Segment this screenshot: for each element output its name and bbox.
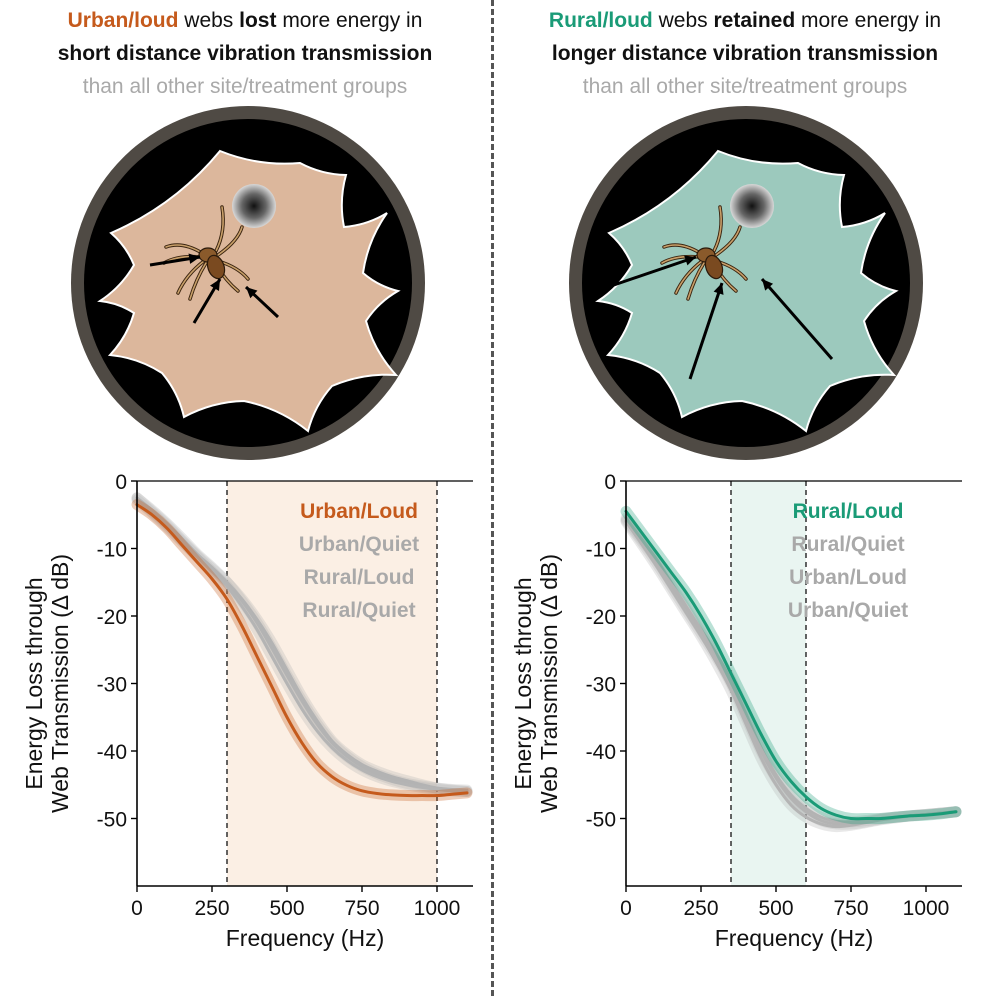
series-rural-quiet-line	[135, 498, 469, 793]
urban-group-label: Urban/loud	[67, 9, 179, 32]
highlight-band	[731, 481, 806, 886]
rural-caption-line-1: Rural/loud webs retained more energy in	[500, 4, 990, 37]
y-tick-label: -50	[97, 809, 127, 832]
x-tick-label: 0	[620, 897, 632, 920]
y-tick-label: -10	[97, 539, 127, 562]
y-tick-label: -40	[586, 741, 616, 764]
y-tick-label: -20	[586, 606, 616, 629]
x-tick-label: 750	[833, 897, 868, 920]
caption-text: more energy in	[276, 9, 423, 32]
urban-caption-line-2: short distance vibration transmission	[0, 37, 490, 70]
urban-caption-line-1: Urban/loud webs lost more energy in	[0, 4, 490, 37]
x-tick-label: 500	[758, 897, 793, 920]
caption-text: more energy in	[795, 9, 942, 32]
spider-web	[595, 149, 899, 433]
x-tick-label: 750	[344, 897, 379, 920]
x-axis-label: Frequency (Hz)	[226, 925, 384, 951]
y-axis-label-line-2: Web Transmission (Δ dB)	[47, 554, 73, 813]
x-tick-label: 0	[131, 897, 143, 920]
legend-entry: Urban/Loud	[300, 500, 418, 523]
x-tick-label: 1000	[903, 897, 950, 920]
y-axis-label-line-2: Web Transmission (Δ dB)	[536, 554, 562, 813]
arrowhead-icon	[762, 279, 774, 291]
vibration-arrow	[688, 282, 724, 380]
highlight-band	[227, 481, 437, 886]
caption-bold-line: longer distance vibration transmission	[551, 42, 939, 65]
series-urban-loud-line	[135, 503, 469, 798]
rural-caption-line-3: than all other site/treatment groups	[582, 75, 908, 98]
x-tick-label: 250	[683, 897, 718, 920]
urban-web-illustration	[71, 106, 425, 460]
y-tick-label: -30	[97, 674, 127, 697]
y-axis-label-line-1: Energy Loss through	[510, 577, 536, 789]
vibration-arrow	[760, 278, 834, 360]
spider-icon	[162, 205, 250, 301]
rural-energy-loss-chart: 0 -10 -20 -30 -40 -50 0 250 500 750 1000 Frequency …	[510, 471, 962, 951]
x-tick-label: 500	[269, 897, 304, 920]
caption-text: webs	[652, 9, 714, 32]
urban-energy-loss-chart: 0 -10 -20 -30 -40 -50 0 250 500 750 1000 Frequency …	[21, 471, 473, 951]
y-tick-label: -30	[586, 674, 616, 697]
y-tick-label: -40	[97, 741, 127, 764]
arrowhead-icon	[188, 253, 200, 264]
y-axis-label-line-1: Energy Loss through	[21, 577, 47, 789]
arrowhead-icon	[713, 283, 724, 295]
y-tick-label: -50	[586, 809, 616, 832]
rural-caption-line-2: longer distance vibration transmission	[500, 37, 990, 70]
caption-emphasis: retained	[713, 9, 796, 32]
retreat-hole-icon	[232, 184, 276, 228]
legend-entry: Rural/Quiet	[302, 599, 415, 622]
y-tick-label: 0	[604, 471, 616, 494]
legend-entry: Rural/Quiet	[791, 533, 904, 556]
arrowhead-icon	[684, 255, 696, 266]
series-rural-loud-line	[624, 509, 958, 821]
rural-panel: Rural/loud webs retained more energy in …	[500, 0, 990, 996]
arrowhead-icon	[210, 279, 220, 291]
y-tick-label: 0	[115, 471, 127, 494]
legend-entry: Rural/Loud	[793, 500, 904, 523]
x-tick-label: 1000	[414, 897, 461, 920]
spider-icon	[660, 205, 748, 301]
urban-caption: Urban/loud webs lost more energy in shor…	[0, 4, 490, 103]
retreat-hole-icon	[730, 184, 774, 228]
urban-panel: Urban/loud webs lost more energy in shor…	[0, 0, 490, 996]
legend-entry: Urban/Loud	[789, 566, 907, 589]
panel-divider	[491, 0, 494, 996]
legend-entry: Rural/Loud	[304, 566, 415, 589]
rural-caption: Rural/loud webs retained more energy in …	[500, 4, 990, 103]
urban-caption-line-3: than all other site/treatment groups	[82, 75, 408, 98]
caption-text: webs	[178, 9, 240, 32]
x-tick-label: 250	[194, 897, 229, 920]
rural-web-illustration	[569, 106, 923, 460]
rural-group-label: Rural/loud	[548, 9, 653, 32]
arrowhead-icon	[246, 287, 258, 299]
y-tick-label: -20	[97, 606, 127, 629]
y-tick-label: -10	[586, 539, 616, 562]
vibration-arrow	[607, 255, 697, 289]
legend-entry: Urban/Quiet	[788, 599, 908, 622]
caption-bold-line: short distance vibration transmission	[57, 42, 433, 65]
caption-emphasis: lost	[239, 9, 277, 32]
x-axis-label: Frequency (Hz)	[715, 925, 873, 951]
legend-entry: Urban/Quiet	[299, 533, 419, 556]
